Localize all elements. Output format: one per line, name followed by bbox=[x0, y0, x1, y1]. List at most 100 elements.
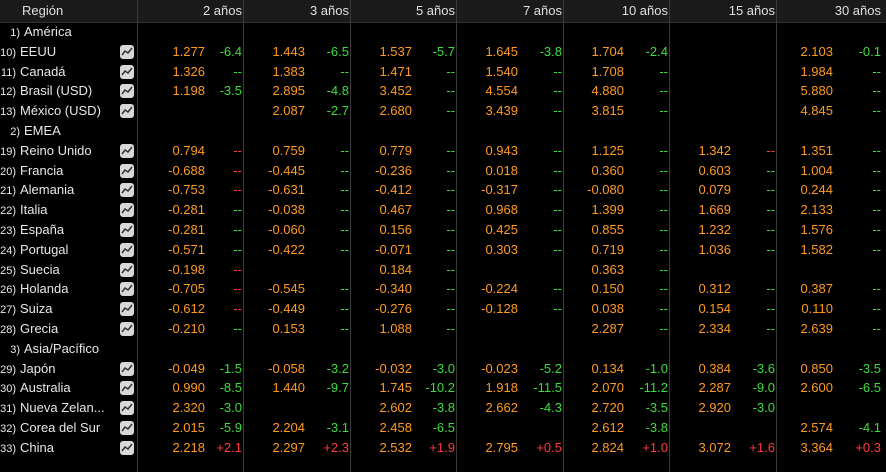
yield-value[interactable]: 0.110 bbox=[801, 301, 833, 317]
header-col-5[interactable]: 15 años bbox=[728, 3, 775, 18]
yield-value[interactable]: 1.540 bbox=[485, 63, 518, 79]
yield-value[interactable]: -0.060 bbox=[268, 222, 305, 237]
yield-value[interactable]: 2.795 bbox=[485, 439, 518, 455]
yield-value[interactable]: 2.070 bbox=[591, 380, 624, 396]
yield-value[interactable]: -0.422 bbox=[268, 241, 305, 257]
yield-value[interactable]: 4.845 bbox=[800, 103, 833, 119]
chart-line-icon[interactable] bbox=[120, 163, 134, 178]
table-row[interactable]: 25) Suecia -0.198 -- 0.184 -- 0.363 -- bbox=[0, 260, 886, 280]
yield-value[interactable]: 0.855 bbox=[591, 222, 624, 237]
yield-value[interactable]: 2.287 bbox=[591, 321, 624, 336]
table-row[interactable]: 12) Brasil (USD) 1.198 -3.5 2.895 -4.8 3.452 --… bbox=[0, 81, 886, 101]
yield-value[interactable]: 2.218 bbox=[172, 439, 205, 455]
yield-value[interactable]: 2.297 bbox=[272, 439, 305, 455]
header-col-6[interactable]: 30 años bbox=[834, 3, 881, 18]
yield-value[interactable]: 0.425 bbox=[485, 222, 518, 237]
yield-value[interactable]: 0.387 bbox=[800, 281, 833, 297]
yield-value[interactable]: 0.968 bbox=[485, 202, 518, 218]
yield-value[interactable]: -0.281 bbox=[168, 202, 205, 218]
chart-line-icon[interactable] bbox=[120, 440, 134, 455]
table-row[interactable]: 19) Reino Unido 0.794 -- 0.759 -- 0.779 -- 0.943… bbox=[0, 141, 886, 161]
yield-value[interactable]: 2.204 bbox=[272, 420, 305, 435]
table-row[interactable]: 21) Alemania -0.753 -- -0.631 -- -0.412 -- -0.31… bbox=[0, 180, 886, 200]
yield-value[interactable]: 0.467 bbox=[379, 202, 412, 218]
header-col-1[interactable]: 3 años bbox=[309, 3, 349, 18]
yield-value[interactable]: 0.794 bbox=[172, 142, 205, 158]
yield-value[interactable]: 0.759 bbox=[272, 142, 305, 158]
yield-value[interactable]: 0.363 bbox=[591, 261, 624, 277]
chart-line-icon[interactable] bbox=[120, 322, 134, 336]
yield-value[interactable]: 1.399 bbox=[591, 202, 624, 218]
yield-value[interactable]: -0.080 bbox=[587, 182, 624, 198]
yield-value[interactable]: 0.384 bbox=[698, 360, 731, 376]
table-row[interactable]: 26) Holanda -0.705 -- -0.545 -- -0.340 -- -0.224… bbox=[0, 279, 886, 299]
table-row[interactable]: 27) Suiza -0.612 -- -0.449 -- -0.276 -- -0.128 --… bbox=[0, 299, 886, 319]
chart-line-icon[interactable] bbox=[120, 282, 134, 297]
yield-value[interactable]: -0.038 bbox=[268, 202, 305, 218]
chart-line-icon[interactable] bbox=[120, 242, 134, 257]
chart-line-icon[interactable] bbox=[120, 361, 134, 376]
chart-line-icon[interactable] bbox=[120, 64, 134, 79]
yield-value[interactable]: 1.036 bbox=[698, 241, 731, 257]
yield-value[interactable]: 1.443 bbox=[272, 43, 305, 59]
chart-line-icon[interactable] bbox=[120, 401, 134, 416]
yield-value[interactable]: 1.984 bbox=[800, 63, 833, 79]
yield-value[interactable]: 1.383 bbox=[272, 63, 305, 79]
yield-value[interactable]: 3.072 bbox=[698, 439, 731, 455]
yield-value[interactable]: 2.720 bbox=[591, 400, 624, 416]
yield-value[interactable]: 1.351 bbox=[800, 142, 833, 158]
yield-value[interactable]: 1.645 bbox=[485, 43, 518, 59]
table-row[interactable]: 20) Francia -0.688 -- -0.445 -- -0.236 -- 0.018 -… bbox=[0, 161, 886, 181]
table-row[interactable]: 29) Japón -0.049 -1.5 -0.058 -3.2 -0.032 -3.0 -0… bbox=[0, 359, 886, 379]
yield-value[interactable]: 0.990 bbox=[172, 380, 205, 396]
yield-value[interactable]: -0.545 bbox=[268, 281, 305, 297]
yield-value[interactable]: 0.154 bbox=[698, 301, 731, 317]
yield-value[interactable]: -0.631 bbox=[268, 182, 305, 198]
yield-value[interactable]: -0.058 bbox=[268, 360, 305, 376]
yield-value[interactable]: 3.364 bbox=[800, 439, 833, 455]
yield-value[interactable]: 0.943 bbox=[485, 142, 518, 158]
yield-value[interactable]: -0.612 bbox=[168, 301, 205, 317]
yield-value[interactable]: 2.015 bbox=[172, 420, 205, 435]
yield-value[interactable]: 2.920 bbox=[698, 400, 731, 416]
yield-value[interactable]: 0.079 bbox=[698, 182, 731, 198]
chart-line-icon[interactable] bbox=[120, 183, 134, 198]
yield-value[interactable]: 0.156 bbox=[379, 222, 412, 237]
yield-value[interactable]: 3.452 bbox=[379, 83, 412, 99]
table-row[interactable]: 24) Portugal -0.571 -- -0.422 -- -0.071 -- 0.303… bbox=[0, 240, 886, 260]
table-row[interactable]: 31) Nueva Zelan... 2.320 -3.0 2.602 -3.8 2.662… bbox=[0, 398, 886, 418]
yield-value[interactable]: 0.312 bbox=[698, 281, 731, 297]
yield-value[interactable]: -0.224 bbox=[481, 281, 518, 297]
yield-value[interactable]: 2.600 bbox=[800, 380, 833, 396]
header-col-3[interactable]: 7 años bbox=[522, 3, 562, 18]
yield-value[interactable]: 3.439 bbox=[485, 103, 518, 119]
yield-value[interactable]: 1.918 bbox=[485, 380, 518, 396]
yield-value[interactable]: 0.150 bbox=[591, 281, 624, 297]
yield-value[interactable]: 2.612 bbox=[591, 420, 624, 435]
yield-value[interactable]: 2.103 bbox=[800, 43, 833, 59]
yield-value[interactable]: -0.276 bbox=[375, 301, 412, 317]
yield-value[interactable]: 2.895 bbox=[272, 83, 305, 99]
yield-value[interactable]: 0.360 bbox=[591, 162, 624, 178]
header-col-4[interactable]: 10 años bbox=[621, 3, 668, 18]
yield-value[interactable]: 1.198 bbox=[172, 83, 205, 99]
yield-value[interactable]: 1.088 bbox=[379, 321, 412, 336]
yield-value[interactable]: 2.602 bbox=[379, 400, 412, 416]
yield-value[interactable]: -0.128 bbox=[481, 301, 518, 317]
yield-value[interactable]: 0.779 bbox=[379, 142, 412, 158]
yield-value[interactable]: -0.445 bbox=[268, 162, 305, 178]
yield-value[interactable]: 0.850 bbox=[800, 360, 833, 376]
table-row[interactable]: 30) Australia 0.990 -8.5 1.440 -9.7 1.745 -10.2… bbox=[0, 378, 886, 398]
chart-line-icon[interactable] bbox=[120, 421, 134, 435]
yield-value[interactable]: -0.210 bbox=[168, 321, 205, 336]
table-row[interactable]: 22) Italia -0.281 -- -0.038 -- 0.467 -- 0.968 -- 1… bbox=[0, 200, 886, 220]
yield-value[interactable]: 0.184 bbox=[379, 261, 412, 277]
yield-value[interactable]: -0.023 bbox=[481, 360, 518, 376]
yield-value[interactable]: 2.824 bbox=[591, 439, 624, 455]
yield-value[interactable]: 2.458 bbox=[379, 420, 412, 435]
yield-value[interactable]: -0.049 bbox=[168, 360, 205, 376]
table-row[interactable]: 33) China 2.218 +2.1 2.297 +2.3 2.532 +1.9 2.795… bbox=[0, 438, 886, 458]
yield-value[interactable]: 2.334 bbox=[698, 321, 731, 336]
yield-value[interactable]: 2.574 bbox=[800, 420, 833, 435]
header-col-0[interactable]: 2 años bbox=[202, 3, 242, 18]
